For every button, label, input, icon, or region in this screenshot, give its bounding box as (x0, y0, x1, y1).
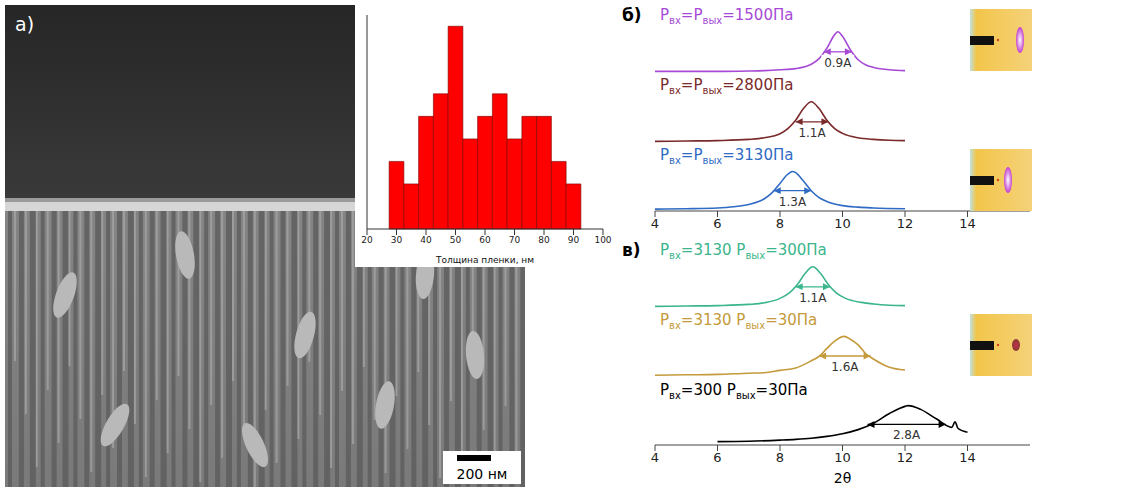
html-text:Pвх=300 Pвых=30Па: Pвх=300 Pвых=30Па (660, 381, 808, 401)
svg-text:8: 8 (776, 450, 784, 465)
svg-text:6: 6 (713, 216, 721, 231)
svg-text:1.3A: 1.3A (779, 195, 807, 209)
svg-text:4: 4 (651, 216, 659, 231)
html-text:Pвх=Pвых=1500Па: Pвх=Pвых=1500Па (660, 6, 794, 26)
svg-text:а): а) (15, 13, 34, 35)
svg-text:90: 90 (568, 235, 580, 245)
svg-text:14: 14 (959, 216, 976, 231)
html-text:Pвх=Pвых=3130Па: Pвх=Pвых=3130Па (660, 146, 794, 166)
html-text:Pвх=Pвых=2800Па: Pвх=Pвых=2800Па (660, 76, 794, 96)
svg-text:70: 70 (509, 235, 521, 245)
svg-text:20: 20 (361, 235, 373, 245)
svg-text:12: 12 (897, 450, 914, 465)
svg-text:2θ: 2θ (834, 470, 851, 485)
svg-text:1.1A: 1.1A (799, 291, 827, 305)
svg-text:30: 30 (391, 235, 403, 245)
svg-text:60: 60 (479, 235, 491, 245)
html-text:в): в) (622, 240, 641, 260)
svg-text:10: 10 (834, 450, 851, 465)
svg-text:1.6A: 1.6A (831, 360, 859, 374)
svg-text:2.8A: 2.8A (893, 428, 921, 442)
html-text:б): б) (622, 5, 642, 25)
svg-text:Толщина пленки, нм: Толщина пленки, нм (435, 255, 534, 265)
svg-text:1.1A: 1.1A (798, 126, 826, 140)
svg-text:8: 8 (776, 216, 784, 231)
svg-text:100: 100 (594, 235, 611, 245)
svg-text:14: 14 (959, 450, 976, 465)
svg-text:50: 50 (450, 235, 462, 245)
svg-text:0.9A: 0.9A (824, 56, 852, 70)
svg-text:12: 12 (897, 216, 914, 231)
svg-text:4: 4 (651, 450, 659, 465)
html-text:Pвх=3130 Pвых=30Па: Pвх=3130 Pвых=30Па (660, 311, 818, 331)
svg-text:80: 80 (538, 235, 550, 245)
svg-text:200 нм: 200 нм (457, 466, 508, 482)
svg-text:40: 40 (420, 235, 432, 245)
svg-text:10: 10 (834, 216, 851, 231)
html-text:Pвх=3130 Pвых=300Па: Pвх=3130 Pвых=300Па (660, 241, 827, 261)
svg-text:6: 6 (713, 450, 721, 465)
